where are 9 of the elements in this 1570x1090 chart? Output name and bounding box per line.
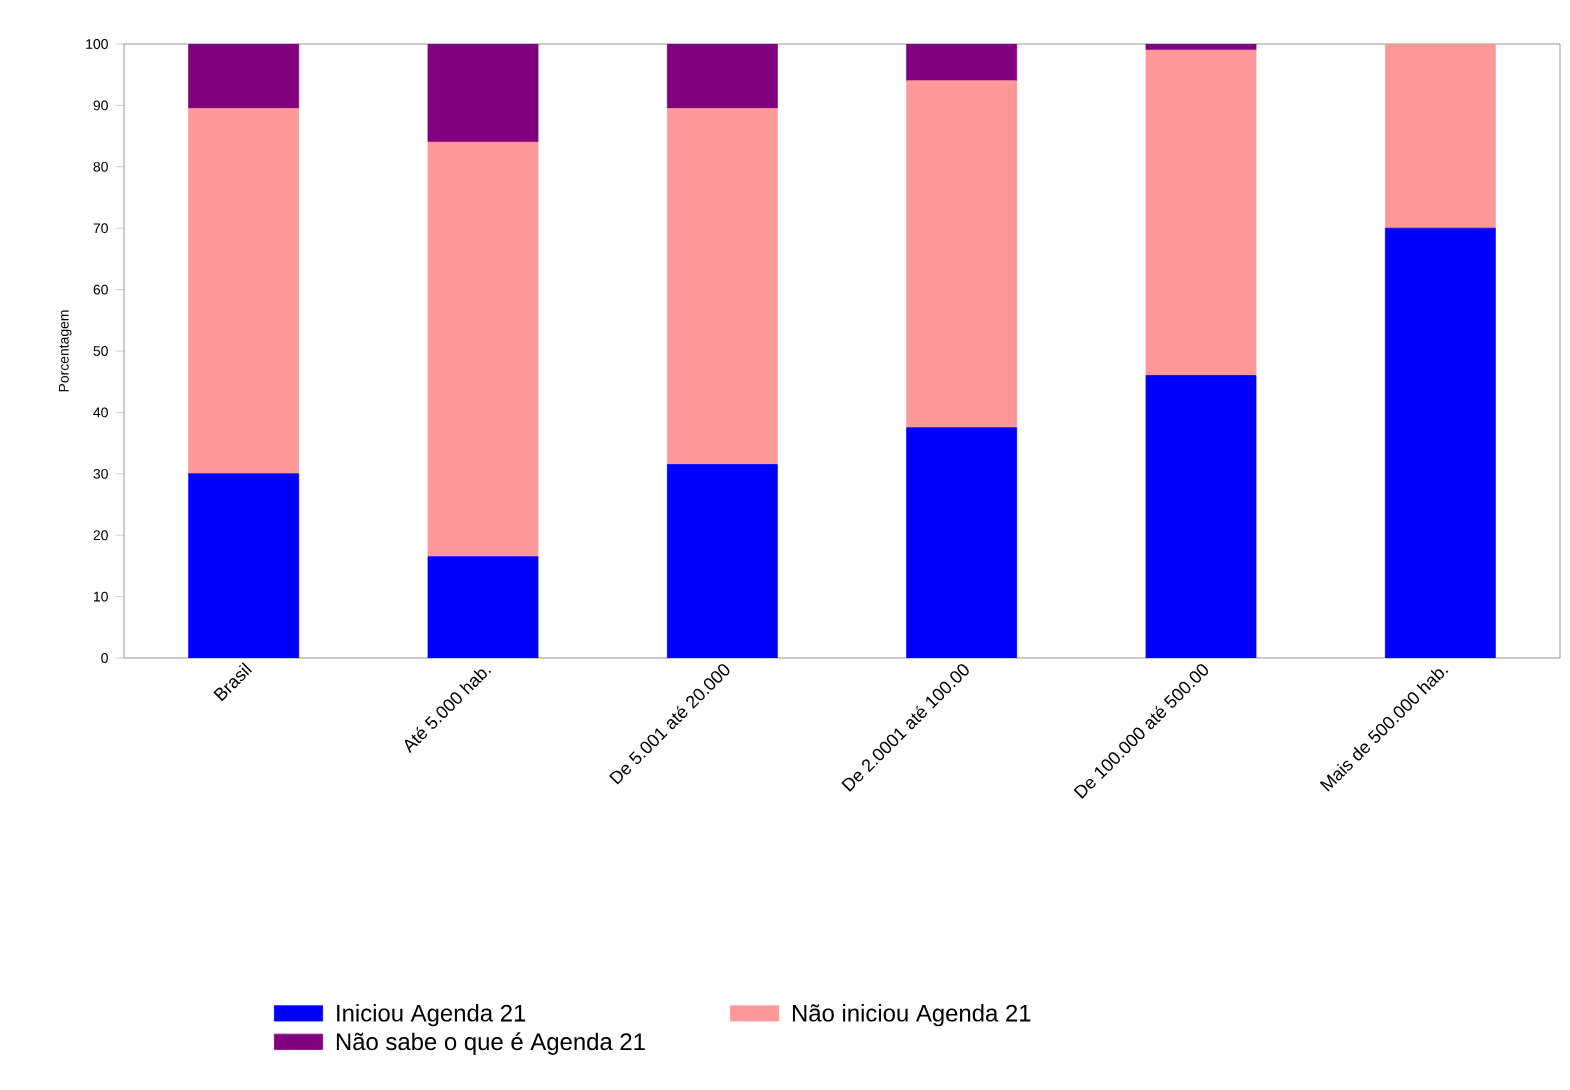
bar — [1145, 49, 1257, 376]
bar — [906, 80, 1018, 429]
bar — [188, 108, 300, 475]
bar — [1384, 43, 1496, 229]
legend-label: Iniciou Agenda 21 — [337, 1004, 526, 1027]
legend-label: Não sabe o que é Agenda 21 — [336, 1032, 645, 1055]
bar — [427, 141, 539, 558]
bar — [666, 108, 778, 465]
legend-label: Não iniciou Agenda 21 — [792, 1004, 1031, 1027]
